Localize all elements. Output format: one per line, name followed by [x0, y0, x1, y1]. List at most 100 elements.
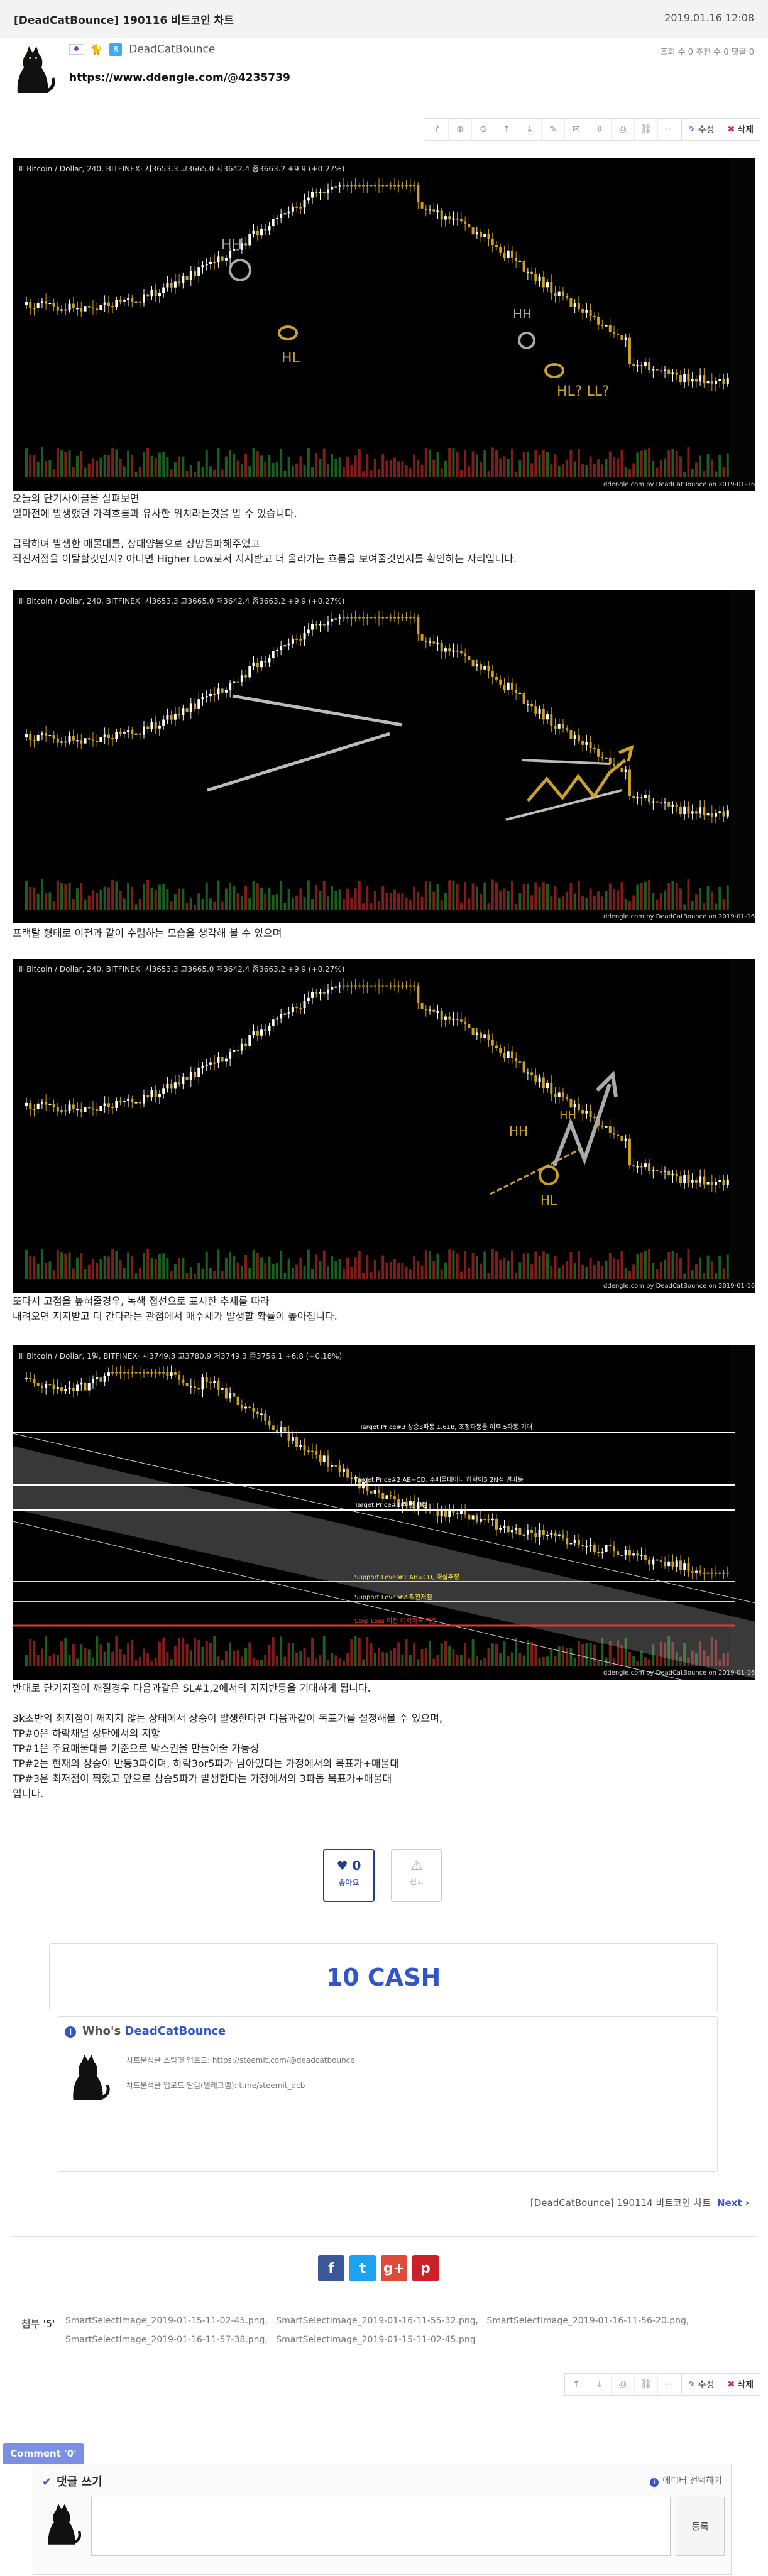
- next-post-title[interactable]: [DeadCatBounce] 190114 비트코인 차트: [530, 2197, 711, 2209]
- chart-1-title: Ⅲ Bitcoin / Dollar, 240, BITFINEX· 시3653…: [19, 165, 345, 173]
- info-icon: i: [65, 2026, 76, 2038]
- attachment-line[interactable]: SmartSelectImage_2019-01-16-11-57-38.png…: [65, 2335, 476, 2345]
- profile-line-1: 차트분석글 스팀잇 업로드: https://steemit.com/@dead…: [126, 2056, 355, 2065]
- commenter-avatar: [40, 2497, 84, 2555]
- zoom-in-icon[interactable]: ⊕: [449, 119, 472, 140]
- comment-textarea[interactable]: [91, 2497, 671, 2556]
- message-icon[interactable]: ✉: [565, 119, 588, 140]
- chart-3-annotations: HH HH HL ddengle.com by DeadCatBounce on…: [490, 1070, 755, 1290]
- hl-label: HL: [282, 351, 300, 366]
- text-line: 또다시 고점을 높혀줄경우, 녹색 접선으로 표시한 추세를 따라: [13, 1295, 270, 1307]
- chart-image-2: Ⅲ Bitcoin / Dollar, 240, BITFINEX· 시3653…: [13, 590, 755, 923]
- more-icon[interactable]: ⋯: [658, 119, 681, 140]
- candlestick-svg-1: [25, 158, 755, 491]
- facebook-share-icon[interactable]: f: [318, 2255, 344, 2281]
- vote-down-icon[interactable]: ↓: [588, 2374, 612, 2395]
- text-line: 내려오면 지지받고 더 간다라는 관점에서 매수세가 발생할 확률이 높아집니다…: [13, 1310, 337, 1322]
- report-button[interactable]: ⚠ 신고: [391, 1849, 442, 1902]
- zoom-out-icon[interactable]: ⊖: [472, 119, 495, 140]
- vote-up-icon[interactable]: ↑: [495, 119, 518, 140]
- author-avatar[interactable]: [8, 43, 58, 101]
- candlestick-svg-2: [25, 590, 755, 923]
- candlestick-svg-3: [25, 959, 755, 1293]
- text-line: 오늘의 단기사이클을 살펴보면: [13, 492, 140, 504]
- watermark-1: ddengle.com by DeadCatBounce on 2019-01-…: [603, 481, 755, 488]
- chart-image-4: Ⅲ Bitcoin / Dollar, 1일, BITFINEX· 시3749.…: [13, 1345, 755, 1680]
- attachment-line[interactable]: SmartSelectImage_2019-01-15-11-02-45.png…: [65, 2316, 689, 2326]
- text-line: TP#1은 주요매물대를 기준으로 박스권을 만들어줄 가능성: [13, 1742, 260, 1754]
- paragraph-1: 오늘의 단기사이클을 살펴보면 얼마전에 발생했던 가격흐름과 유사한 위치라는…: [13, 491, 754, 567]
- stoploss-label: Stop Loss 이전 이식가격 기준: [354, 1617, 437, 1625]
- sl2-label: Support Level#2 직전저점: [354, 1594, 432, 1601]
- chart-3-title: Ⅲ Bitcoin / Dollar, 240, BITFINEX· 시3653…: [19, 965, 345, 974]
- profile-line-2: 차트분석글 업로드 알림(텔레그램): t.me/steemit_dcb: [126, 2081, 305, 2090]
- chart-1-annotations: HH HL HH HL? LL? ddengle.com by DeadCatB…: [221, 237, 755, 488]
- tp1-label: Target Price#1 직전 고점: [354, 1501, 427, 1509]
- pencil-icon: ✎: [688, 2379, 696, 2389]
- cat-emoji-icon: 🐈: [90, 43, 103, 55]
- comment-write-heading: ✔ 댓글 쓰기: [42, 2475, 102, 2489]
- text-line: 프랙탈 형태로 이전과 같이 수렴하는 모습을 생각해 볼 수 있으며: [13, 927, 282, 939]
- delete-button[interactable]: ✖ 삭제: [720, 119, 760, 140]
- level-badge: 8: [109, 43, 123, 56]
- post-counts: 조회 수 0 추천 수 0 댓글 0: [660, 48, 754, 57]
- delete-x-icon: ✖: [727, 124, 735, 134]
- post-date: 2019.01.16 12:08: [664, 12, 754, 24]
- text-line: TP#3은 최저점이 찍혔고 앞으로 상승5파가 발생한다는 가정에서의 3파동…: [13, 1773, 392, 1785]
- edit-button[interactable]: ✎ 수정: [681, 119, 721, 140]
- vote-down-icon[interactable]: ↓: [518, 119, 542, 140]
- like-label: 좋아요: [338, 1878, 359, 1887]
- candlestick-svg-4: [25, 1345, 755, 1680]
- post-url[interactable]: https://www.ddengle.com/@4235739: [69, 72, 290, 84]
- print-icon[interactable]: ⎙: [612, 2374, 635, 2395]
- paragraph-2: 프랙탈 형태로 이전과 같이 수렴하는 모습을 생각해 볼 수 있으며: [13, 926, 754, 941]
- edit-button[interactable]: ✎ 수정: [681, 2374, 721, 2395]
- more-icon[interactable]: ⋯: [658, 2374, 681, 2395]
- print-icon[interactable]: ⎙: [612, 119, 635, 140]
- google-plus-share-icon[interactable]: g+: [381, 2255, 407, 2281]
- cash-value: 10 CASH: [326, 1964, 441, 1991]
- download-icon[interactable]: ⇩: [588, 119, 612, 140]
- pinterest-share-icon[interactable]: p: [412, 2255, 439, 2281]
- chart-2-title: Ⅲ Bitcoin / Dollar, 240, BITFINEX· 시3653…: [19, 597, 345, 606]
- post-toolbar-bottom: ↑ ↓ ⎙ ⛓ ⋯ ✎ 수정 ✖ 삭제: [564, 2373, 760, 2396]
- watermark-3: ddengle.com by DeadCatBounce on 2019-01-…: [603, 1283, 755, 1290]
- hl-label-3: HL: [540, 1193, 557, 1208]
- text-line: TP#2는 현재의 상승이 반등3파이며, 하락3or5파가 남아있다는 가정에…: [13, 1758, 400, 1769]
- tp2-label: Target Price#2 AB=CD, 주매물대이나 하락이5 2N점 결파…: [354, 1475, 524, 1484]
- social-share: f t g+ p: [318, 2255, 439, 2281]
- submit-button[interactable]: 등록: [676, 2497, 725, 2556]
- like-button[interactable]: ♥ 0 좋아요: [323, 1849, 375, 1902]
- next-link[interactable]: Next ›: [717, 2197, 749, 2209]
- chart-2-annotations: ddengle.com by DeadCatBounce on 2019-01-…: [207, 694, 755, 920]
- twitter-share-icon[interactable]: t: [349, 2255, 376, 2281]
- text-line: 직전저점을 이탈할것인지? 아니면 Higher Low로서 지지받고 더 올라…: [13, 553, 517, 565]
- author-name[interactable]: DeadCatBounce: [129, 43, 216, 56]
- cash-box: 10 CASH: [49, 1943, 718, 2011]
- profile-name[interactable]: DeadCatBounce: [124, 2024, 226, 2038]
- comment-icon[interactable]: ✎: [542, 119, 565, 140]
- link-icon[interactable]: ⛓: [635, 2374, 658, 2395]
- author-profile-box: i Who's DeadCatBounce 차트분석글 스팀잇 업로드: http…: [57, 2016, 718, 2172]
- editor-select[interactable]: i 에디터 선택하기: [650, 2474, 722, 2487]
- profile-heading: i Who's DeadCatBounce: [65, 2024, 226, 2038]
- post-toolbar: ? ⊕ ⊖ ↑ ↓ ✎ ✉ ⇩ ⎙ ⛓ ⋯ ✎ 수정 ✖ 삭제: [425, 118, 760, 141]
- attachments-label: 첨부 '5': [21, 2318, 55, 2330]
- sl1-label: Support Level#1 AB=CD, 매실추정: [354, 1573, 459, 1581]
- vote-up-icon[interactable]: ↑: [565, 2374, 588, 2395]
- post-navigation: [DeadCatBounce] 190114 비트코인 차트 Next ›: [530, 2196, 749, 2209]
- comment-count-tab[interactable]: Comment '0': [3, 2443, 84, 2464]
- delete-button[interactable]: ✖ 삭제: [720, 2374, 760, 2395]
- hh-label-2: HH: [513, 307, 532, 322]
- help-icon[interactable]: ?: [425, 119, 449, 140]
- heart-icon: ♥: [336, 1858, 348, 1873]
- watermark-4: ddengle.com by DeadCatBounce on 2019-01-…: [603, 1670, 755, 1677]
- author-row: 🐈 8 DeadCatBounce: [69, 43, 215, 56]
- hh-label: HH: [221, 237, 242, 253]
- divider: [13, 2236, 755, 2237]
- text-line: 얼마전에 발생했던 가격흐름과 유사한 위치라는것을 알 수 있습니다.: [13, 508, 297, 519]
- text-line: TP#0은 하락채널 상단에서의 저항: [13, 1727, 160, 1739]
- link-icon[interactable]: ⛓: [635, 119, 658, 140]
- paragraph-3: 또다시 고점을 높혀줄경우, 녹색 접선으로 표시한 추세를 따라 내려오면 지…: [13, 1294, 754, 1324]
- profile-avatar: [63, 2051, 112, 2107]
